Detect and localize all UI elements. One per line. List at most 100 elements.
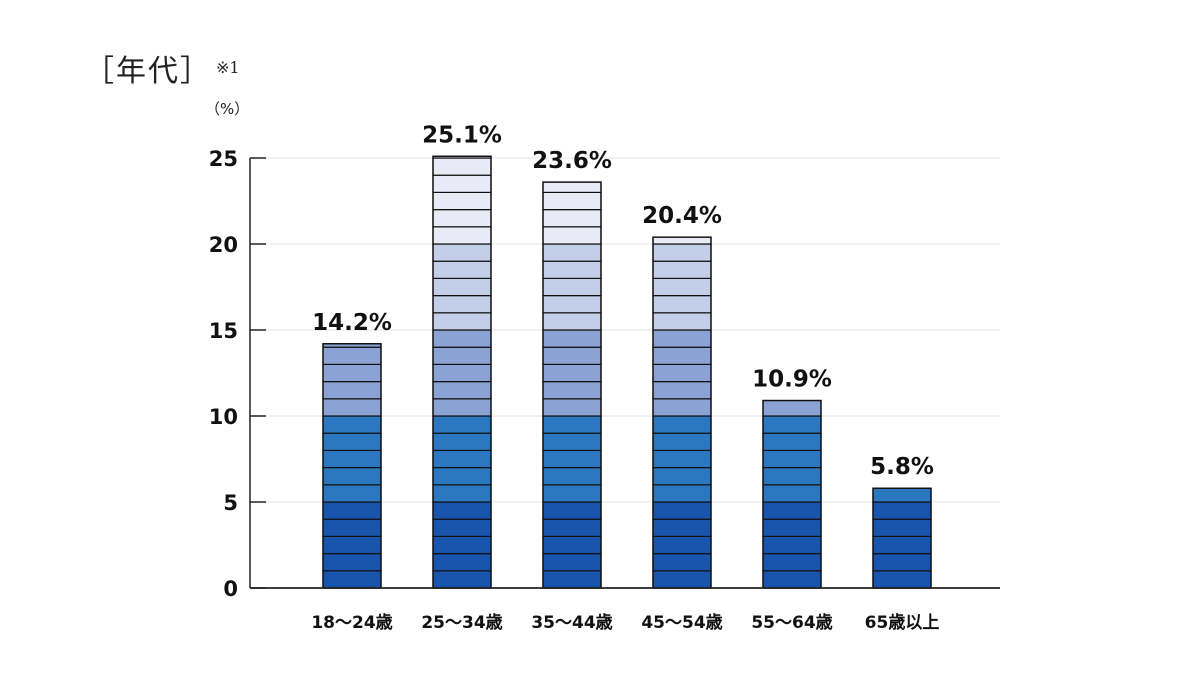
bar-segment (652, 260, 712, 280)
bar-segment (432, 312, 492, 331)
bar-segment (322, 518, 382, 538)
bar-segment (432, 226, 492, 245)
bar-segment (542, 363, 602, 383)
chart-heading-note: ※1 (216, 58, 240, 77)
bar-segment (432, 157, 492, 176)
bar-segment (652, 236, 712, 245)
bar-segment (432, 449, 492, 469)
bar-segment (322, 415, 382, 434)
y-tick-label: 5 (223, 491, 238, 515)
bar-segment (542, 535, 602, 555)
bar-segment (542, 209, 602, 228)
bar-segment (542, 518, 602, 538)
bar-segment (762, 467, 822, 486)
bar-segment (652, 449, 712, 469)
bar-segment (322, 484, 382, 503)
data-label: 10.9% (752, 367, 832, 393)
bar-segment (432, 329, 492, 348)
bar-segment (872, 501, 932, 520)
bar-segment (542, 181, 602, 194)
y-axis-unit: （%） (205, 100, 250, 118)
bar-segment (542, 415, 602, 434)
data-label: 20.4% (642, 203, 722, 229)
bar-segment (322, 552, 382, 572)
bar-segment (542, 381, 602, 400)
bar-segment (762, 518, 822, 538)
x-tick-label: 65歳以上 (865, 612, 940, 633)
bar-segment (652, 432, 712, 452)
bar-segment (652, 535, 712, 555)
bar-segment (432, 552, 492, 572)
bar-segment (652, 277, 712, 297)
bar-segment (542, 484, 602, 503)
bar-segment (542, 312, 602, 331)
bar-segment (542, 398, 602, 417)
bar-segment (432, 243, 492, 262)
bar-segment (432, 346, 492, 366)
bar-segment (322, 535, 382, 555)
bar-segment (322, 570, 382, 589)
bar-segment (872, 570, 932, 589)
bar-segment (542, 346, 602, 366)
data-label: 5.8% (870, 454, 934, 480)
bar-segment (542, 467, 602, 486)
bar-segment (542, 243, 602, 262)
chart-heading-title: ［年代］ (84, 54, 212, 89)
x-tick-label: 55～64歳 (751, 612, 832, 633)
bar-segment (762, 484, 822, 503)
bar-segment (542, 191, 602, 211)
bar-segment (432, 381, 492, 400)
y-tick-label: 25 (209, 147, 238, 171)
bar-segment (432, 432, 492, 452)
bar-segment (322, 432, 382, 452)
bar-segment (652, 243, 712, 262)
bar-segment (762, 449, 822, 469)
bar-segment (542, 552, 602, 572)
bar-segment (762, 501, 822, 520)
bar-segment (432, 209, 492, 228)
bar-segment (432, 501, 492, 520)
bar-segment (652, 329, 712, 348)
bar-segment (432, 535, 492, 555)
y-tick-label: 20 (209, 233, 238, 257)
bar-segment (872, 552, 932, 572)
bar-segment (432, 415, 492, 434)
bar-segment (542, 260, 602, 280)
bar-segment (762, 399, 822, 417)
bar-segment (322, 346, 382, 366)
bar-segment (322, 398, 382, 417)
y-tick-label: 10 (209, 405, 238, 429)
bar-segment (872, 518, 932, 538)
bar-segment (872, 535, 932, 555)
bar-segment (542, 226, 602, 245)
data-label: 25.1% (422, 122, 502, 148)
data-label: 14.2% (312, 310, 392, 336)
bar-segment (652, 552, 712, 572)
bar-segment (652, 295, 712, 314)
bar-segment (652, 363, 712, 383)
bar-segment (322, 449, 382, 469)
bar-segment (432, 484, 492, 503)
bar-segment (652, 312, 712, 331)
bar-segment (432, 518, 492, 538)
bar-segment (652, 484, 712, 503)
bar-segment (542, 432, 602, 452)
bar-segment (652, 381, 712, 400)
bar-segment (652, 415, 712, 434)
bar-segment (872, 487, 932, 503)
chart-heading: ［年代］ ※1 (84, 46, 240, 90)
bar-segment (432, 363, 492, 383)
bar-segment (432, 467, 492, 486)
bar-segment (542, 295, 602, 314)
bar-segment (652, 518, 712, 538)
bar-segment (542, 570, 602, 589)
bar-segment (322, 363, 382, 383)
bar-segment (652, 467, 712, 486)
bar-segment (432, 277, 492, 297)
bar-segment (542, 501, 602, 520)
bar-segment (542, 277, 602, 297)
bar-segment (652, 398, 712, 417)
x-tick-label: 18～24歳 (311, 612, 392, 633)
x-tick-label: 35～44歳 (531, 612, 612, 633)
